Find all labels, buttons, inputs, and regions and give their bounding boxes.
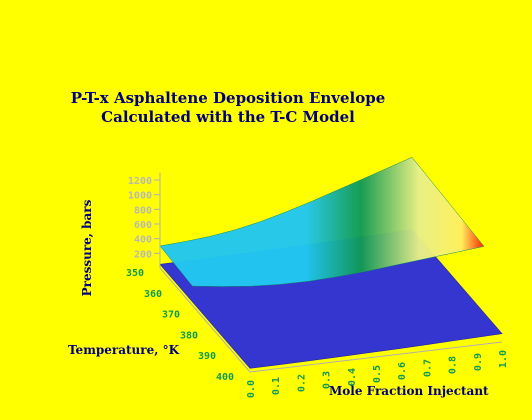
y-axis-line [159,267,251,373]
y-tick-label: 350 [126,268,144,279]
y-tick-label: 360 [144,289,162,300]
x-tick-label: 0.7 [422,359,433,377]
z-tick-label: 600 [134,220,152,231]
y-tick-label: 390 [198,351,216,362]
upper-surface [159,156,485,287]
y-tick-label: 370 [162,310,180,321]
x-tick-label: 0.2 [296,374,307,392]
y-tick-label: 380 [180,330,198,341]
z-tick-label: 1000 [128,191,152,202]
x-tick-label: 0.1 [271,377,282,395]
z-tick-label: 400 [134,235,152,246]
z-tick-label: 1200 [128,176,152,187]
x-tick-label: 0.5 [372,365,383,383]
x-tick-label: 1.0 [498,350,509,368]
x-tick-label: 0.8 [448,356,459,374]
x-axis-line [249,341,503,373]
x-tick-label: 0.0 [246,380,257,398]
x-tick-label: 0.9 [473,353,484,371]
chart-title-line-2: Calculated with the T-C Model [101,108,355,126]
z-tick-label: 200 [134,249,152,260]
x-axis-title: Mole Fraction Injectant [329,384,489,398]
y-tick-label: 400 [216,372,234,383]
x-tick-label: 0.3 [322,371,333,389]
chart-title-line-1: P-T-x Asphaltene Deposition Envelope [71,89,386,107]
x-tick-label: 0.4 [347,368,358,386]
x-tick-label: 0.6 [397,362,408,380]
x-axis: 0.0 0.1 0.2 0.3 0.4 0.5 0.6 0.7 0.8 0.9 1.0 [246,341,509,398]
z-tick-label: 800 [134,205,152,216]
z-axis: 200 400 600 800 1000 1200 [128,172,161,268]
surfaces [159,156,503,369]
z-axis-title: Pressure, bars [80,199,94,296]
y-axis-title: Temperature, °K [68,343,180,357]
